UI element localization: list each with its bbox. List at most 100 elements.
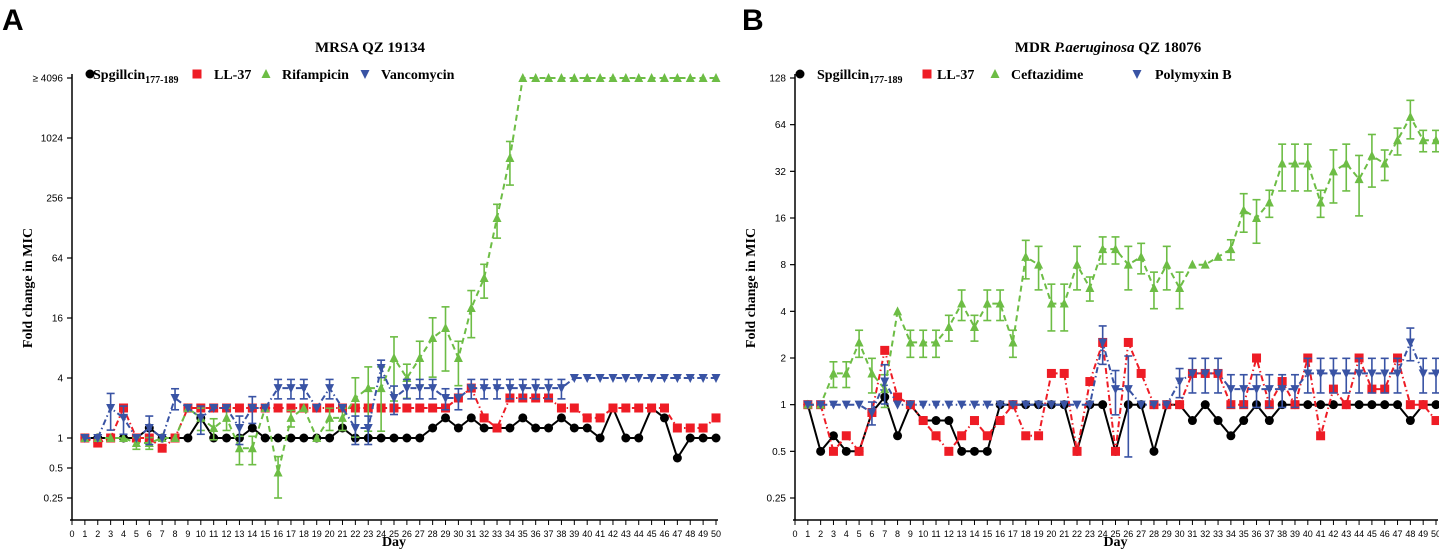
legend-label-text: Vancomycin (381, 68, 455, 83)
data-point (415, 403, 425, 413)
data-point (672, 73, 682, 82)
data-point (1367, 369, 1377, 379)
data-point (247, 443, 257, 453)
data-point (222, 412, 232, 422)
data-point (1046, 400, 1056, 410)
x-tick-label: 0 (792, 529, 797, 539)
data-point (1034, 431, 1044, 441)
x-tick-label: 36 (1252, 529, 1262, 539)
data-point (969, 321, 979, 331)
data-point (944, 321, 954, 331)
data-point (569, 403, 579, 413)
legend-label: Spgillcin177-189 (93, 68, 178, 86)
legend-marker (261, 69, 271, 78)
data-point (905, 337, 915, 347)
data-point (453, 423, 463, 433)
data-point (595, 413, 605, 423)
data-point (234, 443, 244, 453)
series-line (84, 77, 716, 473)
data-point (698, 73, 708, 82)
data-point (969, 400, 979, 410)
data-point (698, 374, 708, 383)
data-point (569, 73, 579, 82)
x-tick-label: 26 (1123, 529, 1133, 539)
data-point (1277, 158, 1287, 168)
data-point (931, 337, 941, 347)
data-point (1431, 369, 1439, 379)
x-tick-label: 27 (415, 529, 425, 539)
data-point (544, 423, 554, 433)
data-point (312, 404, 322, 413)
data-point (1175, 400, 1185, 410)
data-point (376, 433, 386, 443)
data-point (389, 393, 399, 403)
data-point (234, 403, 244, 413)
data-point (93, 434, 103, 443)
data-point (1290, 385, 1300, 395)
data-point (1367, 400, 1377, 410)
data-point (170, 393, 180, 403)
series-line (84, 364, 716, 440)
data-point (453, 393, 463, 403)
data-point (518, 384, 528, 394)
x-tick-label: 40 (582, 529, 592, 539)
x-tick-label: 23 (1085, 529, 1095, 539)
data-point (286, 403, 296, 413)
legend-label: LL-37 (214, 68, 251, 83)
data-point (234, 423, 244, 433)
data-point (1059, 400, 1069, 410)
data-point (1111, 244, 1120, 254)
x-tick-label: 4 (121, 529, 126, 539)
data-point (325, 412, 335, 422)
series-polymyxin-b (803, 325, 1439, 458)
x-tick-label: 24 (1098, 529, 1108, 539)
data-point (1123, 385, 1133, 395)
panel-letter-a: A (2, 4, 24, 37)
data-point (957, 400, 967, 410)
data-point (286, 384, 296, 394)
x-tick-label: 16 (995, 529, 1005, 539)
data-point (841, 446, 851, 456)
legend-label-subscript: 177-189 (145, 75, 178, 86)
data-point (893, 392, 903, 402)
data-point (698, 423, 708, 433)
data-point (1046, 368, 1056, 378)
data-point (544, 384, 554, 394)
x-tick-label: 3 (831, 529, 836, 539)
legend-label: LL-37 (937, 68, 974, 83)
data-point (1393, 369, 1403, 379)
legend-marker (795, 69, 805, 79)
data-point (337, 404, 347, 413)
data-point (595, 374, 605, 383)
x-tick-label: 0 (69, 529, 74, 539)
data-point (608, 403, 618, 413)
data-point (1316, 431, 1326, 441)
data-point (1405, 400, 1415, 410)
data-point (867, 368, 877, 378)
data-point (582, 73, 592, 82)
data-point (1187, 259, 1197, 269)
data-point (1187, 416, 1197, 426)
data-point (1213, 416, 1223, 426)
data-point (867, 408, 877, 418)
data-point (441, 413, 451, 423)
x-tick-label: 21 (1059, 529, 1069, 539)
legend-entry: Rifampicin (261, 68, 349, 83)
x-tick-label: 16 (273, 529, 283, 539)
data-point (1354, 174, 1364, 184)
x-tick-label: 28 (428, 529, 438, 539)
data-point (1316, 197, 1326, 207)
x-tick-label: 37 (1264, 529, 1274, 539)
x-tick-label: 33 (1213, 529, 1223, 539)
data-point (608, 374, 618, 383)
data-point (1213, 369, 1223, 379)
x-tick-label: 29 (1162, 529, 1172, 539)
data-point (1418, 369, 1428, 379)
data-point (816, 446, 826, 456)
data-point (479, 413, 489, 423)
data-point (1098, 338, 1108, 348)
x-tick-label: 46 (1380, 529, 1390, 539)
data-point (685, 374, 695, 383)
legend-label-text: LL-37 (214, 68, 251, 83)
data-point (1431, 416, 1439, 426)
